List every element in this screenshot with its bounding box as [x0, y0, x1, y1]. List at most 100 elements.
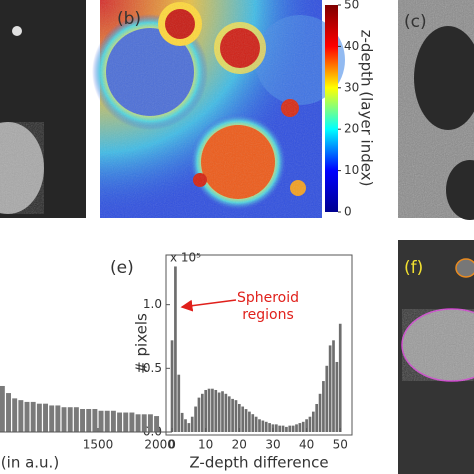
- colorbar-tick-label: 0: [344, 205, 352, 219]
- bar: [295, 424, 298, 432]
- colorbar-label: z-depth (layer index): [358, 30, 376, 187]
- bar: [332, 340, 335, 432]
- bar: [170, 340, 174, 432]
- x-tick-label: 0: [168, 438, 176, 452]
- bar: [301, 421, 305, 432]
- bar: [318, 393, 322, 432]
- image-b: [92, 0, 345, 218]
- x-tick-label: 40: [299, 438, 314, 452]
- x-tick-label: 20: [232, 438, 247, 452]
- bar: [204, 389, 208, 432]
- bar: [311, 411, 315, 432]
- bar: [6, 393, 11, 432]
- colorbar-tick-label: 30: [344, 80, 359, 94]
- bar: [18, 400, 24, 432]
- x-tick-label: 50: [333, 438, 348, 452]
- bar: [123, 412, 129, 432]
- bar: [174, 266, 177, 432]
- bar: [291, 425, 295, 432]
- y-tick-label: 1.0: [143, 297, 162, 311]
- bar: [0, 385, 5, 432]
- bar: [268, 423, 271, 432]
- bar: [24, 401, 30, 432]
- bar: [237, 403, 241, 432]
- x-axis-label: Z-depth difference: [189, 454, 328, 472]
- x-axis-label: (in a.u.): [1, 454, 59, 472]
- bar: [231, 398, 234, 432]
- bar: [194, 406, 197, 432]
- bar: [274, 424, 278, 432]
- bar: [98, 410, 104, 432]
- bar: [244, 409, 248, 432]
- bar: [190, 416, 194, 432]
- panel-label: (b): [117, 9, 141, 29]
- axis-multiplier: x 10⁵: [170, 251, 201, 265]
- y-tick-label: 0.5: [143, 361, 162, 375]
- annotation-arrow: [180, 299, 237, 312]
- bar: [224, 393, 228, 432]
- bar: [285, 426, 288, 432]
- bar: [315, 403, 319, 432]
- bar: [184, 419, 187, 432]
- bar: [258, 419, 261, 432]
- bar: [221, 391, 224, 432]
- bar: [328, 345, 332, 432]
- axes-frame: [165, 254, 353, 436]
- bar: [281, 425, 285, 432]
- bar: [214, 389, 218, 432]
- x-tick-label: 1500: [83, 438, 114, 452]
- colorbar-tick-label: 40: [344, 39, 359, 53]
- annotation: regions: [242, 307, 294, 323]
- bar: [298, 423, 302, 432]
- bar: [80, 408, 86, 432]
- bar: [67, 407, 73, 432]
- bar: [325, 365, 329, 432]
- bar: [248, 411, 251, 432]
- bar: [110, 410, 116, 432]
- bar: [73, 407, 79, 432]
- bar: [55, 405, 61, 432]
- image-a: [0, 0, 86, 218]
- panel-label: (f): [404, 258, 423, 278]
- bar: [264, 421, 268, 432]
- bar: [288, 425, 292, 432]
- bar: [141, 414, 147, 432]
- bar: [36, 403, 42, 432]
- bar: [177, 374, 181, 432]
- bar: [211, 388, 214, 432]
- bar: [251, 414, 255, 432]
- bar: [30, 401, 36, 432]
- bar: [197, 397, 201, 432]
- panel-label: (c): [404, 12, 427, 32]
- bar: [92, 408, 98, 432]
- bar: [43, 403, 48, 432]
- bar: [147, 414, 153, 432]
- image-c: [398, 0, 474, 220]
- annotation: Spheroid: [237, 290, 299, 306]
- bar: [305, 419, 308, 432]
- bar: [227, 396, 231, 432]
- bar: [338, 323, 342, 432]
- bar: [207, 388, 211, 432]
- bar: [12, 398, 18, 432]
- bar: [61, 407, 67, 432]
- bar: [49, 405, 55, 432]
- bar: [217, 392, 221, 432]
- x-tick-label: 30: [265, 438, 280, 452]
- bar: [117, 412, 123, 432]
- bar: [241, 406, 245, 432]
- colorbar: [325, 5, 338, 212]
- x-tick-label: 2000: [144, 438, 175, 452]
- y-axis-label: # pixels: [133, 313, 151, 374]
- colorbar-tick-label: 20: [344, 122, 359, 136]
- bar: [154, 416, 160, 432]
- bar: [129, 412, 135, 432]
- bar: [278, 425, 282, 432]
- bar: [322, 381, 325, 432]
- bar: [200, 393, 204, 432]
- image-f: [398, 240, 474, 474]
- bar: [104, 410, 110, 432]
- colorbar-tick-label: 50: [344, 0, 359, 12]
- bar: [308, 416, 312, 432]
